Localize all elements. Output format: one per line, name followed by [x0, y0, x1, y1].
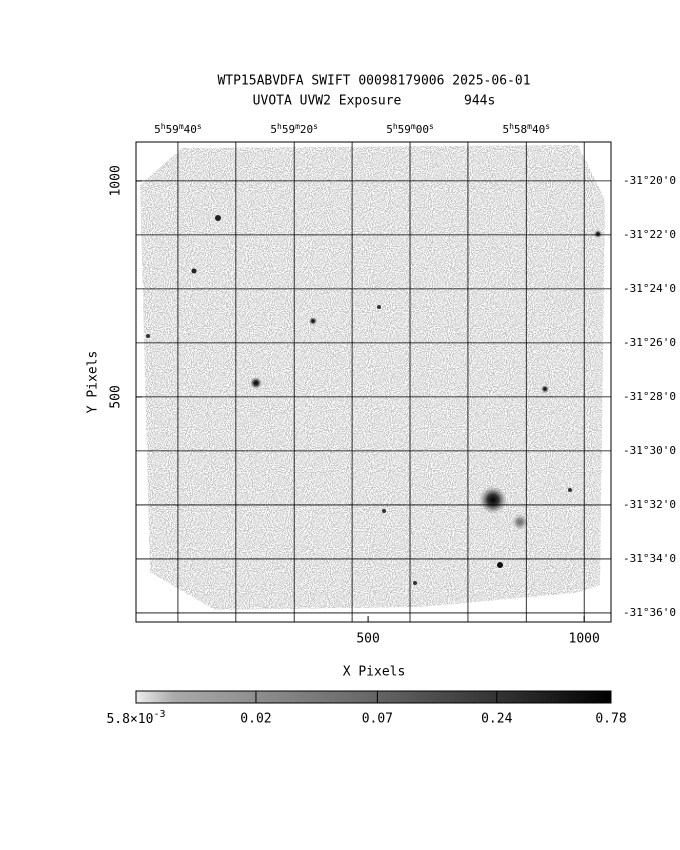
ra-label-part: m — [295, 122, 300, 131]
dec-tick-label: -31°30'0 — [623, 444, 676, 457]
ra-label-part: m — [411, 122, 416, 131]
ra-label-part: 5 — [502, 123, 509, 136]
ra-label-part: 20 — [300, 123, 313, 136]
colorbar-tick-label: 0.02 — [240, 712, 271, 727]
dec-tick-label: -31°26'0 — [623, 336, 676, 349]
ra-label-part: s — [197, 122, 202, 131]
title: WTP15ABVDFA SWIFT 00098179006 2025-06-01 — [217, 74, 530, 89]
dec-tick-label: -31°36'0 — [623, 606, 676, 619]
ra-tick-label: 5h59m20s — [270, 122, 318, 137]
ra-label-part: 58 — [514, 123, 527, 136]
ra-tick-label: 5h59m40s — [154, 122, 202, 137]
dec-tick-label: -31°20'0 — [623, 174, 676, 187]
ra-label-part: 5 — [154, 123, 161, 136]
label-exponent: -3 — [153, 709, 165, 720]
y-axis-label: Y Pixels — [86, 351, 101, 414]
plot-frame — [135, 141, 612, 623]
ra-tick-label: 5h58m40s — [502, 122, 550, 137]
ra-label-part: 00 — [416, 123, 429, 136]
colorbar-tick-label: 0.07 — [362, 712, 393, 727]
ra-label-part: s — [313, 122, 318, 131]
dec-tick-label: -31°28'0 — [623, 390, 676, 403]
label-mantissa: 5.8×10 — [106, 712, 153, 727]
ra-label-part: 59 — [398, 123, 411, 136]
ra-label-part: m — [527, 122, 532, 131]
sky-image — [140, 145, 605, 610]
ra-label-part: h — [393, 122, 398, 131]
colorbar-tick-label: 0.78 — [595, 712, 626, 727]
x-tick-label: 1000 — [569, 632, 600, 647]
ra-label-part: s — [545, 122, 550, 131]
dec-tick-label: -31°22'0 — [623, 228, 676, 241]
dec-tick-label: -31°24'0 — [623, 282, 676, 295]
colorbar-tick-label: 5.8×10-3 — [106, 709, 165, 727]
ra-label-part: 5 — [270, 123, 277, 136]
ra-tick-label: 5h59m00s — [386, 122, 434, 137]
colorbar — [135, 690, 612, 704]
y-tick-label: 1000 — [109, 165, 124, 196]
ra-label-part: 40 — [532, 123, 545, 136]
ra-label-part: 5 — [386, 123, 393, 136]
dec-tick-label: -31°32'0 — [623, 498, 676, 511]
ra-label-part: 40 — [184, 123, 197, 136]
x-tick-label: 500 — [356, 632, 379, 647]
ra-label-part: s — [429, 122, 434, 131]
colorbar-tick-label: 0.24 — [481, 712, 512, 727]
y-tick-label: 500 — [109, 385, 124, 408]
ra-label-part: 59 — [282, 123, 295, 136]
ra-label-part: 59 — [166, 123, 179, 136]
ra-label-part: h — [161, 122, 166, 131]
ra-label-part: h — [509, 122, 514, 131]
ra-label-part: h — [277, 122, 282, 131]
x-axis-label: X Pixels — [343, 665, 406, 680]
subtitle: UVOTA UVW2 Exposure 944s — [253, 94, 496, 109]
ra-label-part: m — [179, 122, 184, 131]
dec-tick-label: -31°34'0 — [623, 552, 676, 565]
